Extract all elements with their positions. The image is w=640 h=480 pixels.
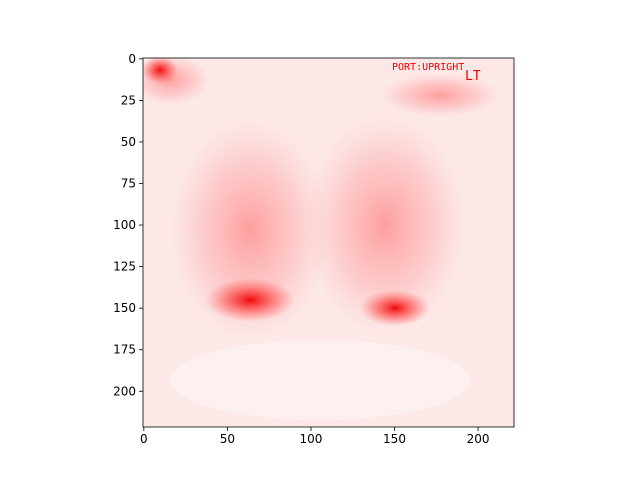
x-tick-label: 100 [299, 432, 322, 446]
y-tick-label: 150 [113, 301, 136, 315]
y-tick-label: 50 [121, 135, 136, 149]
x-tick-label: 200 [467, 432, 490, 446]
y-tick-label: 0 [128, 52, 136, 66]
y-tick-label: 25 [121, 93, 136, 107]
image-annotation: LT [465, 69, 481, 84]
y-tick-label: 200 [113, 384, 136, 398]
y-tick-label: 75 [121, 176, 136, 190]
y-tick-label: 125 [113, 260, 136, 274]
y-tick-label: 175 [113, 343, 136, 357]
x-tick-label: 150 [383, 432, 406, 446]
x-tick-label: 50 [220, 432, 235, 446]
y-tick-label: 100 [113, 218, 136, 232]
image-annotation: PORT:UPRIGHT [392, 62, 464, 73]
axes-frame [142, 57, 515, 428]
x-tick-label: 0 [140, 432, 148, 446]
